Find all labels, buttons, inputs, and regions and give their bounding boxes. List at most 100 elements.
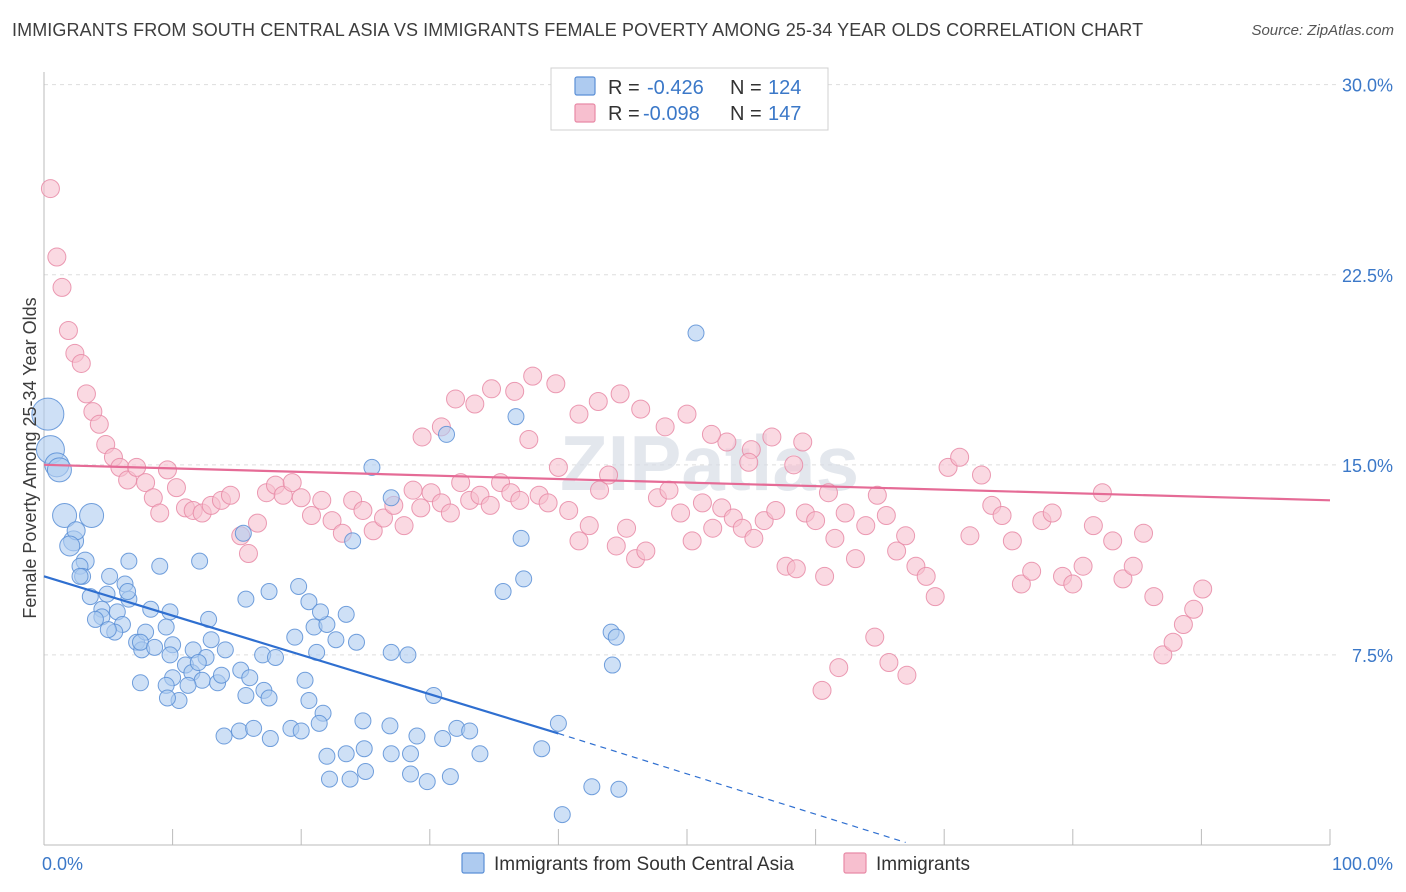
point-immigrants xyxy=(739,452,759,472)
point-immigrants xyxy=(291,488,311,508)
bottom-legend-label-1: Immigrants from South Central Asia xyxy=(494,854,794,875)
point-immigrants xyxy=(845,549,865,569)
point-immigrants xyxy=(247,513,267,533)
point-immigrants xyxy=(867,485,887,505)
point-immigrants xyxy=(825,528,845,548)
point-immigrants xyxy=(1134,523,1154,543)
point-immigrants xyxy=(40,179,60,199)
legend-n-value-2: 147 xyxy=(768,103,801,125)
bottom-legend: Immigrants from South Central Asia Immig… xyxy=(461,852,970,875)
point-immigrants xyxy=(971,465,991,485)
y-tick-label: 15.0% xyxy=(1342,456,1393,476)
point-immigrants xyxy=(58,321,78,341)
point-immigrants xyxy=(374,508,394,528)
point-immigrants xyxy=(677,404,697,424)
point-south-central-asia xyxy=(230,722,248,740)
legend-swatch-blue xyxy=(574,76,596,96)
point-immigrants xyxy=(916,566,936,586)
point-south-central-asia xyxy=(354,712,372,730)
point-immigrants xyxy=(766,500,786,520)
point-south-central-asia xyxy=(202,631,220,649)
point-south-central-asia xyxy=(549,714,567,732)
point-south-central-asia xyxy=(382,489,400,507)
point-immigrants xyxy=(579,516,599,536)
point-immigrants xyxy=(505,381,525,401)
point-immigrants xyxy=(610,384,630,404)
point-immigrants xyxy=(451,473,471,493)
point-south-central-asia xyxy=(119,583,137,601)
point-immigrants xyxy=(1083,516,1103,536)
point-south-central-asia xyxy=(341,770,359,788)
point-south-central-asia xyxy=(158,689,176,707)
legend-n-label-2: N = xyxy=(730,103,762,125)
point-south-central-asia xyxy=(296,671,314,689)
point-south-central-asia xyxy=(382,745,400,763)
point-south-central-asia xyxy=(260,583,278,601)
point-south-central-asia xyxy=(327,631,345,649)
point-south-central-asia xyxy=(46,457,72,483)
point-immigrants xyxy=(856,516,876,536)
point-south-central-asia xyxy=(189,654,207,672)
point-immigrants xyxy=(1022,561,1042,581)
south-central-asia-points xyxy=(31,324,705,824)
point-immigrants xyxy=(220,485,240,505)
point-immigrants xyxy=(238,544,258,564)
point-immigrants xyxy=(569,531,589,551)
legend-n-value-1: 124 xyxy=(768,77,801,99)
point-immigrants xyxy=(762,427,782,447)
point-immigrants xyxy=(403,480,423,500)
point-south-central-asia xyxy=(494,583,512,601)
point-south-central-asia xyxy=(71,567,89,585)
point-immigrants xyxy=(1113,569,1133,589)
point-immigrants xyxy=(703,518,723,538)
point-immigrants xyxy=(312,490,332,510)
point-south-central-asia xyxy=(290,577,308,595)
point-immigrants xyxy=(896,526,916,546)
point-immigrants xyxy=(1173,615,1193,635)
point-south-central-asia xyxy=(212,666,230,684)
point-immigrants xyxy=(1193,579,1213,599)
stats-legend: R = -0.426 N = 124 R = -0.098 N = 147 xyxy=(550,67,829,131)
point-south-central-asia xyxy=(347,633,365,651)
point-south-central-asia xyxy=(86,610,104,628)
point-south-central-asia xyxy=(687,324,705,342)
point-immigrants xyxy=(887,541,907,561)
point-immigrants xyxy=(692,493,712,513)
x-tick-label-min: 0.0% xyxy=(42,854,83,874)
point-immigrants xyxy=(538,493,558,513)
point-south-central-asia xyxy=(357,763,374,781)
point-south-central-asia xyxy=(161,646,179,664)
point-south-central-asia xyxy=(193,671,211,689)
point-immigrants xyxy=(1092,483,1112,503)
point-south-central-asia xyxy=(344,532,362,550)
point-immigrants xyxy=(480,495,500,515)
point-immigrants xyxy=(1002,531,1022,551)
point-south-central-asia xyxy=(157,618,175,636)
point-south-central-asia xyxy=(434,730,452,748)
point-south-central-asia xyxy=(292,722,310,740)
point-south-central-asia xyxy=(31,397,65,431)
point-south-central-asia xyxy=(533,740,551,758)
point-immigrants xyxy=(806,511,826,531)
point-immigrants xyxy=(1184,599,1204,619)
point-immigrants xyxy=(52,277,72,297)
point-immigrants xyxy=(925,587,945,607)
point-south-central-asia xyxy=(79,503,105,529)
point-immigrants xyxy=(865,627,885,647)
point-south-central-asia xyxy=(266,648,284,666)
point-immigrants xyxy=(671,503,691,523)
point-immigrants xyxy=(1063,574,1083,594)
point-immigrants xyxy=(47,247,67,267)
point-south-central-asia xyxy=(553,806,571,824)
legend-swatch-pink xyxy=(574,103,596,123)
point-south-central-asia xyxy=(512,529,530,547)
point-south-central-asia xyxy=(151,557,169,575)
point-immigrants xyxy=(960,526,980,546)
point-south-central-asia xyxy=(607,628,625,646)
point-immigrants xyxy=(655,417,675,437)
point-immigrants xyxy=(282,473,302,493)
point-south-central-asia xyxy=(438,425,456,443)
point-immigrants xyxy=(446,389,466,409)
point-immigrants xyxy=(301,506,321,526)
point-immigrants xyxy=(793,432,813,452)
